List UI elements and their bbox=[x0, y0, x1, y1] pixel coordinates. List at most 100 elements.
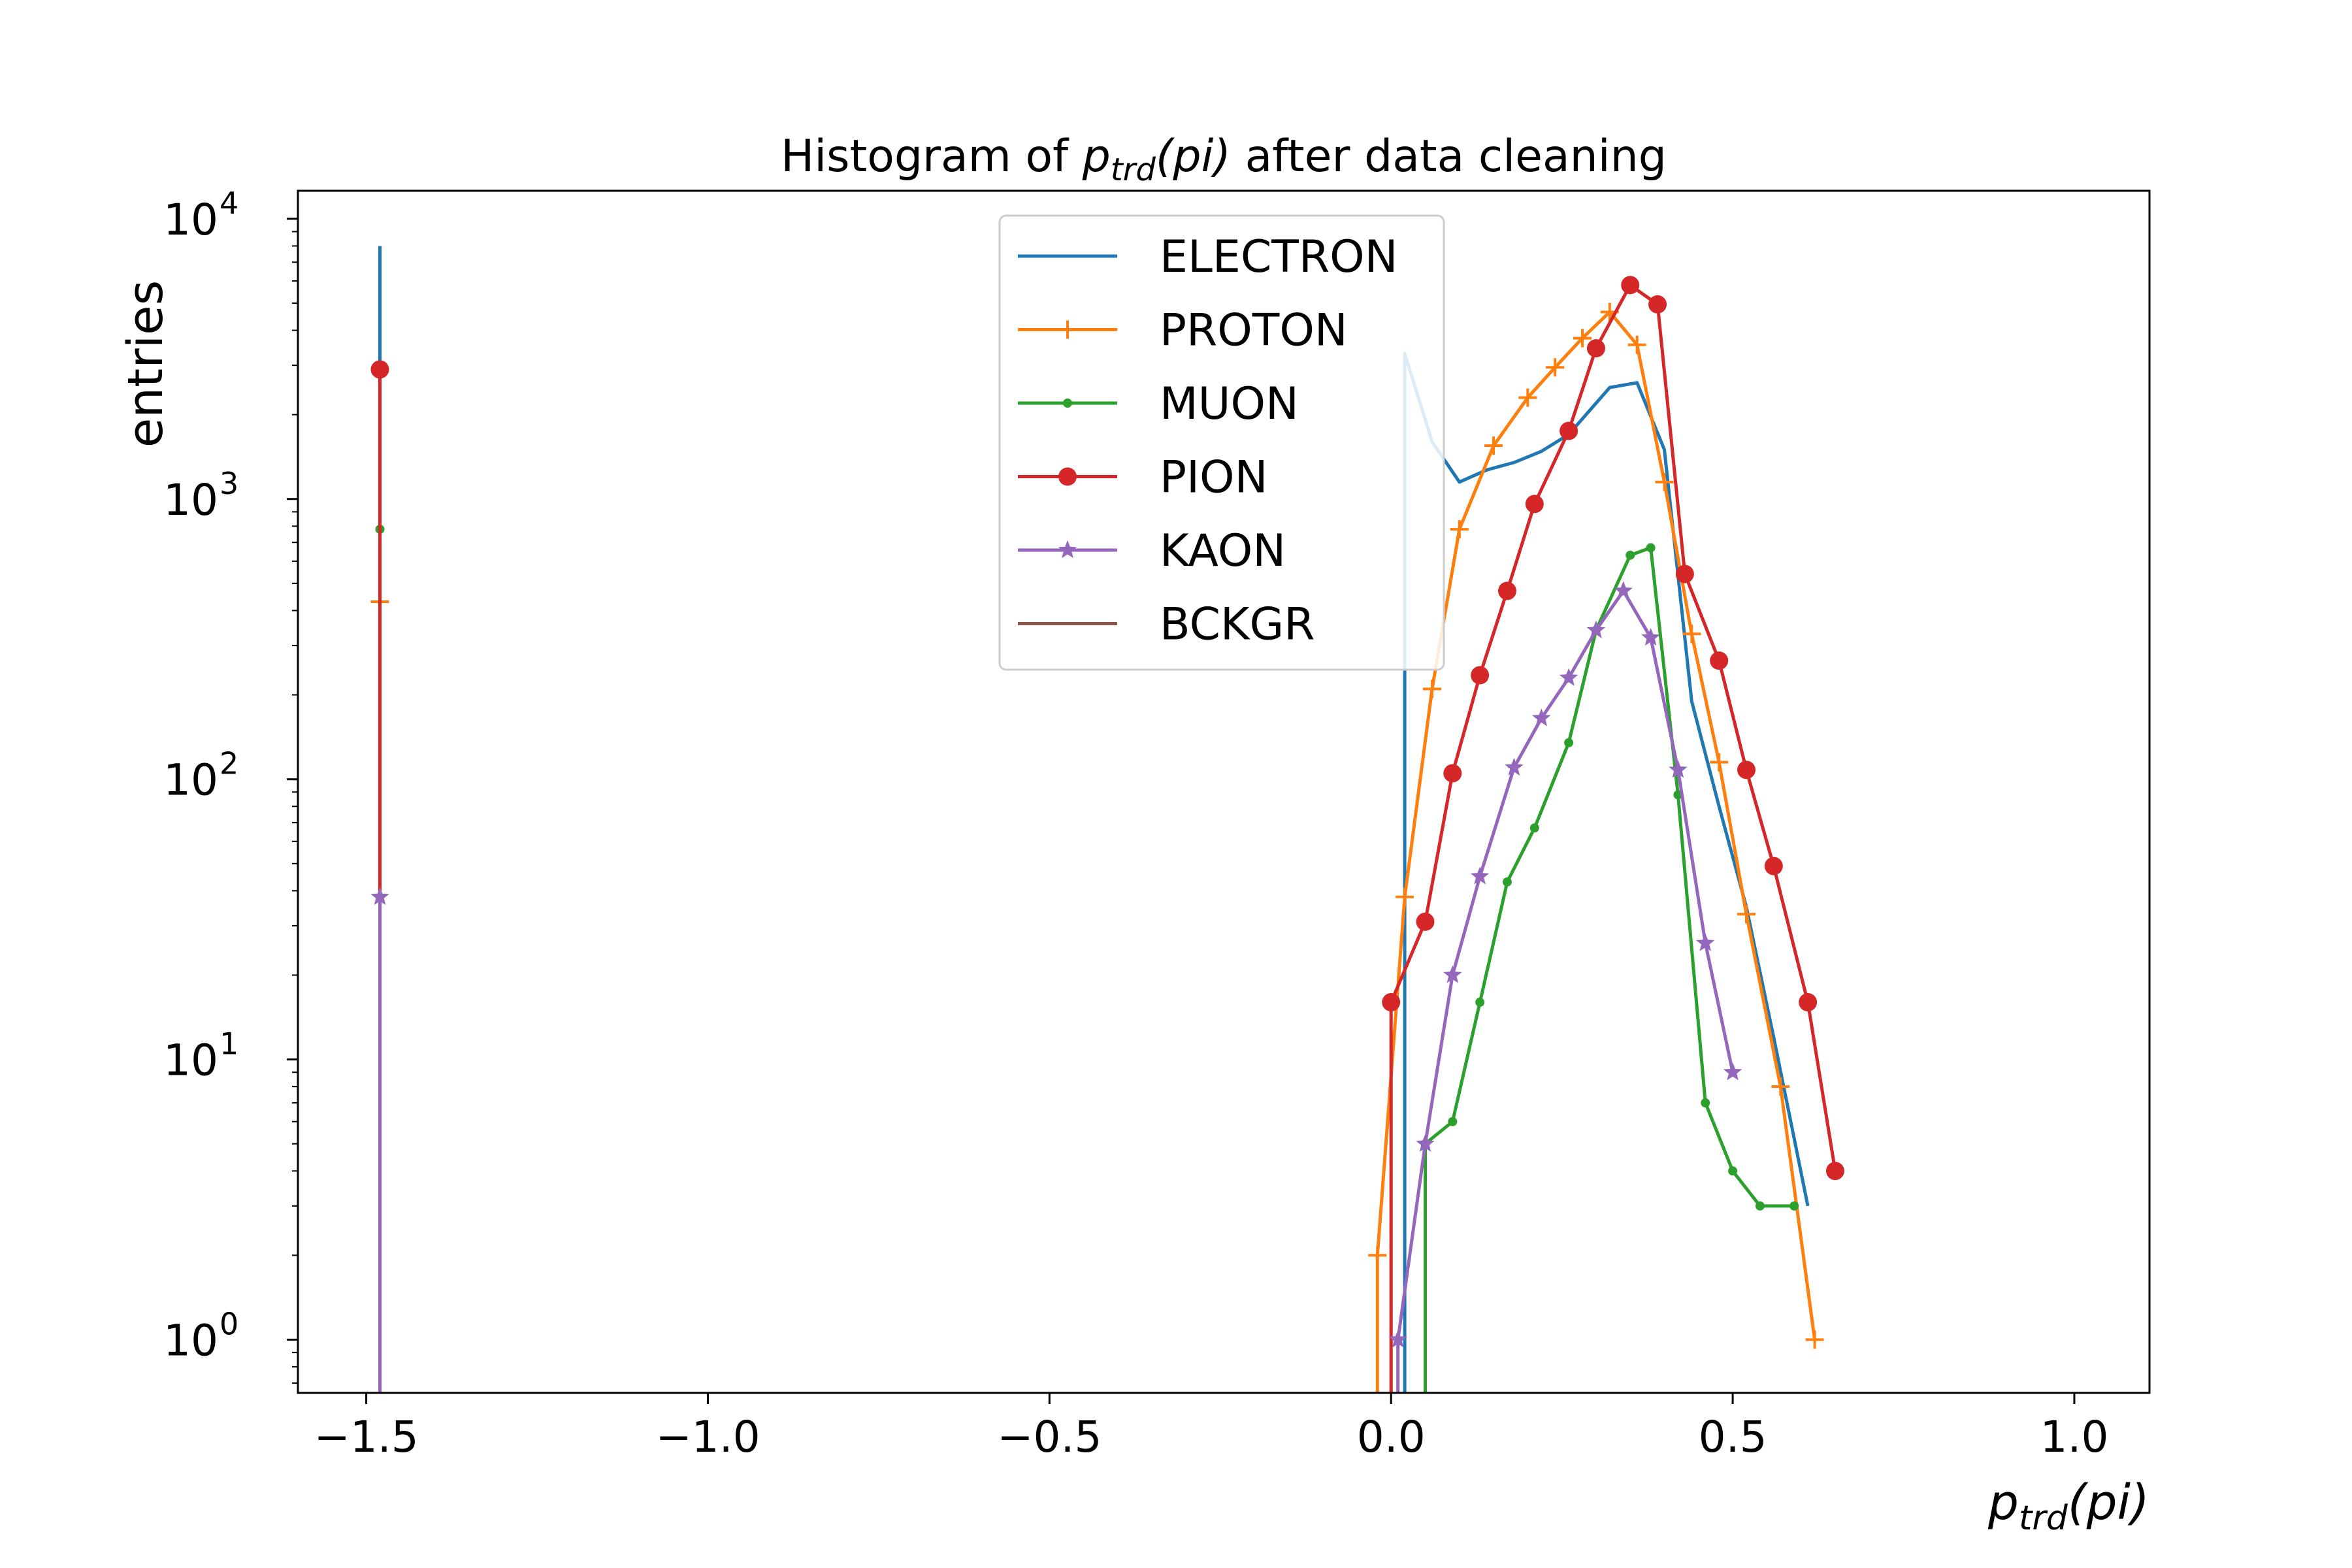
y-tick-exponent: 3 bbox=[220, 466, 238, 501]
pion-point-15 bbox=[1799, 993, 1818, 1012]
proton-point-7 bbox=[1546, 358, 1565, 377]
proton-point-1 bbox=[1368, 1246, 1387, 1265]
muon-point-8 bbox=[1625, 550, 1635, 560]
pion-point-5 bbox=[1497, 581, 1516, 600]
proton-point-5 bbox=[1484, 436, 1503, 455]
muon-point-9 bbox=[1646, 543, 1656, 553]
pion-point-12 bbox=[1710, 651, 1729, 670]
electron-line bbox=[1403, 351, 1810, 1393]
muon-point-6 bbox=[1564, 738, 1574, 747]
x-tick-label: −1.0 bbox=[655, 1412, 760, 1462]
pion-point-0 bbox=[370, 360, 389, 379]
kaon-line bbox=[1396, 589, 1735, 1393]
legend-label: PROTON bbox=[1160, 305, 1348, 357]
kaon-point-0 bbox=[370, 887, 389, 906]
proton-point-14 bbox=[1737, 905, 1756, 924]
muon-point-3 bbox=[1475, 998, 1485, 1007]
x-tick-label: 0.5 bbox=[1699, 1412, 1767, 1462]
pion-point-7 bbox=[1560, 421, 1578, 440]
muon-point-12 bbox=[1728, 1166, 1738, 1176]
legend-entry-bckgr: BCKGR bbox=[1018, 599, 1315, 651]
legend-label: ELECTRON bbox=[1160, 231, 1397, 283]
legend-entry-proton: PROTON bbox=[1018, 305, 1348, 357]
series-kaon bbox=[370, 581, 1742, 1393]
legend-proton-point-0 bbox=[1058, 320, 1077, 339]
pion-point-13 bbox=[1737, 760, 1756, 779]
kaon-point-2 bbox=[1416, 1134, 1435, 1152]
pion-point-16 bbox=[1825, 1162, 1844, 1181]
legend-label: PION bbox=[1160, 452, 1267, 504]
plot-area bbox=[370, 246, 1844, 1393]
y-tick-label: 10 bbox=[163, 1316, 218, 1366]
y-tick-label: 10 bbox=[163, 1036, 218, 1086]
kaon-point-3 bbox=[1443, 965, 1462, 983]
kaon-point-11 bbox=[1669, 760, 1688, 778]
legend-kaon-point-0 bbox=[1058, 540, 1077, 559]
legend: ELECTRON PROTON MUON PION KAON BCKGR bbox=[998, 214, 1445, 671]
legend-pion-point-0 bbox=[1058, 467, 1077, 486]
kaon-point-12 bbox=[1696, 933, 1715, 951]
legend-label: KAON bbox=[1160, 525, 1286, 577]
kaon-point-9 bbox=[1614, 581, 1633, 599]
pion-point-2 bbox=[1416, 912, 1435, 931]
kaon-point-6 bbox=[1532, 708, 1551, 727]
x-tick-label: −1.5 bbox=[314, 1412, 418, 1462]
kaon-point-4 bbox=[1470, 866, 1490, 885]
proton-point-12 bbox=[1682, 625, 1701, 644]
pion-point-11 bbox=[1675, 564, 1694, 583]
pion-point-6 bbox=[1525, 495, 1544, 514]
legend-muon-point-0 bbox=[1063, 399, 1072, 408]
y-axis-label: entries bbox=[118, 280, 174, 448]
proton-point-8 bbox=[1573, 329, 1592, 348]
kaon-point-8 bbox=[1586, 620, 1606, 638]
pion-point-1 bbox=[1382, 993, 1401, 1012]
proton-point-2 bbox=[1396, 887, 1414, 906]
proton-point-4 bbox=[1450, 520, 1469, 539]
proton-point-3 bbox=[1422, 679, 1441, 698]
muon-point-11 bbox=[1701, 1098, 1710, 1108]
pion-line bbox=[1389, 283, 1837, 1393]
y-tick-label: 10 bbox=[163, 195, 218, 245]
proton-point-15 bbox=[1771, 1077, 1790, 1096]
proton-point-13 bbox=[1710, 753, 1729, 772]
kaon-point-5 bbox=[1505, 757, 1524, 776]
legend-label: BCKGR bbox=[1160, 599, 1315, 651]
y-tick-exponent: 1 bbox=[220, 1026, 238, 1062]
proton-point-16 bbox=[1805, 1330, 1824, 1349]
muon-point-14 bbox=[1789, 1201, 1799, 1211]
muon-point-4 bbox=[1502, 877, 1512, 887]
kaon-point-10 bbox=[1641, 628, 1660, 646]
y-tick-exponent: 2 bbox=[220, 746, 238, 781]
pion-point-4 bbox=[1471, 666, 1490, 685]
x-tick-label: 1.0 bbox=[2040, 1412, 2108, 1462]
proton-point-10 bbox=[1627, 335, 1646, 354]
muon-point-2 bbox=[1448, 1117, 1458, 1126]
muon-point-5 bbox=[1529, 823, 1539, 833]
legend-entry-pion: PION bbox=[1018, 452, 1267, 504]
x-tick-label: −0.5 bbox=[997, 1412, 1102, 1462]
pion-point-9 bbox=[1621, 276, 1640, 295]
x-tick-label: 0.0 bbox=[1357, 1412, 1426, 1462]
y-tick-exponent: 0 bbox=[220, 1307, 238, 1342]
labels: Histogram of ptrd(pi) after data cleanin… bbox=[118, 131, 2149, 1538]
pion-point-14 bbox=[1764, 857, 1783, 875]
pion-point-8 bbox=[1586, 339, 1605, 358]
chart-title: Histogram of ptrd(pi) after data cleanin… bbox=[781, 131, 1667, 188]
kaon-point-7 bbox=[1559, 668, 1578, 686]
y-tick-exponent: 4 bbox=[220, 186, 238, 221]
kaon-point-13 bbox=[1723, 1062, 1742, 1081]
y-tick-label: 10 bbox=[163, 475, 218, 525]
x-axis-label: ptrd(pi) bbox=[1987, 1475, 2149, 1538]
legend-label: MUON bbox=[1160, 378, 1299, 430]
kaon-point-1 bbox=[1388, 1330, 1407, 1348]
proton-point-11 bbox=[1655, 472, 1674, 491]
muon-point-13 bbox=[1755, 1201, 1765, 1211]
proton-point-6 bbox=[1518, 388, 1537, 407]
pion-point-10 bbox=[1648, 295, 1667, 314]
legend-entry-electron: ELECTRON bbox=[1018, 231, 1397, 283]
y-tick-label: 10 bbox=[163, 755, 218, 806]
legend-entry-muon: MUON bbox=[1018, 378, 1299, 430]
pion-point-3 bbox=[1443, 764, 1462, 783]
